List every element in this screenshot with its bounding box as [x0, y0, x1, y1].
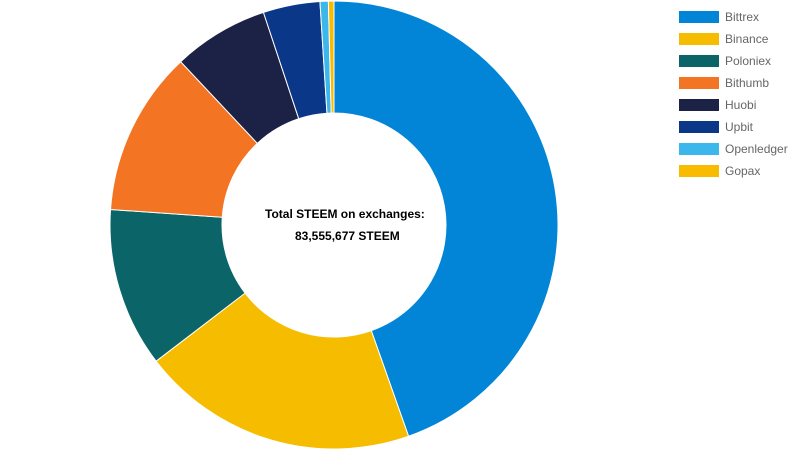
legend-label: Poloniex	[725, 54, 772, 68]
legend-item-upbit[interactable]: Upbit	[679, 116, 788, 138]
legend-swatch	[679, 165, 719, 177]
slice-binance[interactable]	[155, 292, 410, 450]
slice-gopax[interactable]	[327, 0, 335, 114]
legend-label: Binance	[725, 32, 769, 46]
legend-swatch	[679, 121, 719, 133]
center-value: 83,555,677 STEEM	[295, 229, 400, 243]
legend-item-bithumb[interactable]: Bithumb	[679, 72, 788, 94]
legend-label: Upbit	[725, 120, 754, 134]
legend-item-poloniex[interactable]: Poloniex	[679, 50, 788, 72]
legend-swatch	[679, 55, 719, 67]
legend-item-openledger[interactable]: Openledger	[679, 138, 788, 160]
legend-item-huobi[interactable]: Huobi	[679, 94, 788, 116]
legend-item-binance[interactable]: Binance	[679, 28, 788, 50]
legend-swatch	[679, 143, 719, 155]
legend-swatch	[679, 33, 719, 45]
legend-label: Gopax	[725, 164, 761, 178]
legend-label: Huobi	[725, 98, 757, 112]
slice-bittrex[interactable]	[333, 0, 559, 437]
legend: Bittrex Binance Poloniex Bithumb Huobi Upbit O…	[679, 6, 788, 182]
legend-item-gopax[interactable]: Gopax	[679, 160, 788, 182]
legend-label: Bithumb	[725, 76, 770, 90]
legend-swatch	[679, 11, 719, 23]
legend-swatch	[679, 99, 719, 111]
legend-label: Bittrex	[725, 10, 760, 24]
legend-swatch	[679, 77, 719, 89]
center-title: Total STEEM on exchanges:	[265, 207, 425, 221]
legend-label: Openledger	[725, 142, 788, 156]
legend-item-bittrex[interactable]: Bittrex	[679, 6, 788, 28]
